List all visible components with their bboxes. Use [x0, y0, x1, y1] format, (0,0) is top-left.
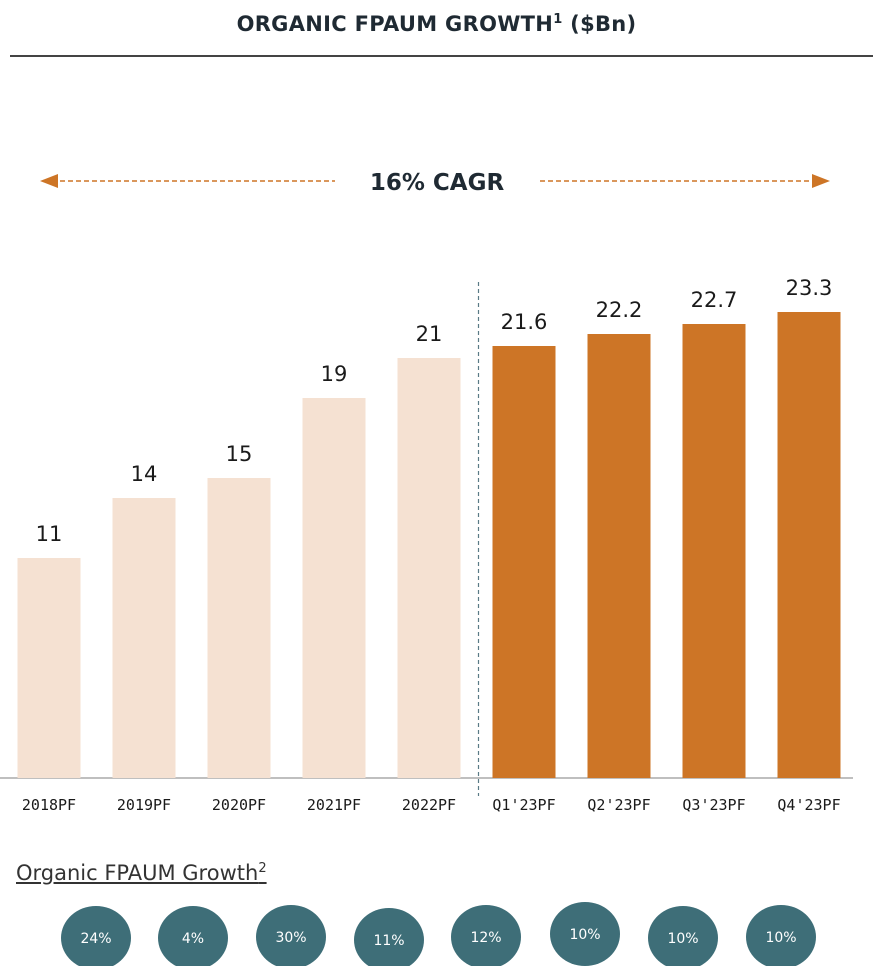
data-label-2022PF: 21 [416, 322, 443, 346]
growth-bubble-2 [158, 906, 228, 966]
data-label-2019PF: 14 [131, 462, 158, 486]
chart-title-text: ORGANIC FPAUM GROWTH [236, 12, 554, 36]
bar-2018PF [17, 558, 81, 778]
growth-label-text: Organic FPAUM Growth [16, 861, 259, 885]
x-tick-label-Q3'23PF: Q3'23PF [682, 796, 745, 814]
title-divider [10, 55, 873, 57]
growth-value-1: 24% [80, 931, 111, 947]
growth-bubble-4 [354, 908, 424, 966]
growth-bubble-1 [61, 906, 131, 966]
growth-bubble-6 [550, 902, 620, 966]
growth-value-2: 4% [182, 931, 204, 947]
cagr-arrow-right-head [812, 174, 830, 188]
bar-2021PF [302, 398, 366, 778]
x-tick-label-2021PF: 2021PF [307, 796, 361, 814]
growth-section-label: Organic FPAUM Growth2 [16, 861, 267, 885]
bar-Q4'23PF [777, 312, 841, 778]
data-label-Q1'23PF: 21.6 [501, 310, 548, 334]
growth-value-4: 11% [373, 933, 404, 949]
data-label-Q3'23PF: 22.7 [691, 288, 738, 312]
chart-title-footnote: 1 [553, 12, 563, 27]
growth-label-footnote: 2 [258, 861, 267, 876]
bar-2019PF [112, 498, 176, 778]
growth-value-6: 10% [569, 927, 600, 943]
data-label-2018PF: 11 [36, 522, 63, 546]
bar-2020PF [207, 478, 271, 778]
growth-value-8: 10% [765, 930, 796, 946]
x-tick-label-Q1'23PF: Q1'23PF [492, 796, 555, 814]
data-label-2020PF: 15 [226, 442, 253, 466]
growth-bubble-5 [451, 905, 521, 966]
growth-value-7: 10% [667, 931, 698, 947]
x-tick-label-2020PF: 2020PF [212, 796, 266, 814]
x-tick-label-2018PF: 2018PF [22, 796, 76, 814]
bar-Q1'23PF [492, 346, 556, 778]
data-label-Q2'23PF: 22.2 [596, 298, 643, 322]
chart-title: ORGANIC FPAUM GROWTH1 ($Bn) [0, 12, 873, 36]
data-label-2021PF: 19 [321, 362, 348, 386]
growth-value-3: 30% [275, 930, 306, 946]
growth-bubble-7 [648, 906, 718, 966]
bar-2022PF [397, 358, 461, 778]
x-tick-label-2019PF: 2019PF [117, 796, 171, 814]
chart-title-unit: ($Bn) [570, 12, 637, 36]
x-tick-label-2022PF: 2022PF [402, 796, 456, 814]
data-label-Q4'23PF: 23.3 [786, 276, 833, 300]
cagr-arrow-left-head [40, 174, 58, 188]
growth-bubble-8 [746, 905, 816, 966]
bar-Q3'23PF [682, 324, 746, 778]
bar-Q2'23PF [587, 334, 651, 778]
cagr-label: 16% CAGR [370, 170, 505, 196]
x-tick-label-Q2'23PF: Q2'23PF [587, 796, 650, 814]
growth-value-5: 12% [470, 930, 501, 946]
growth-bubble-3 [256, 905, 326, 966]
x-tick-label-Q4'23PF: Q4'23PF [777, 796, 840, 814]
